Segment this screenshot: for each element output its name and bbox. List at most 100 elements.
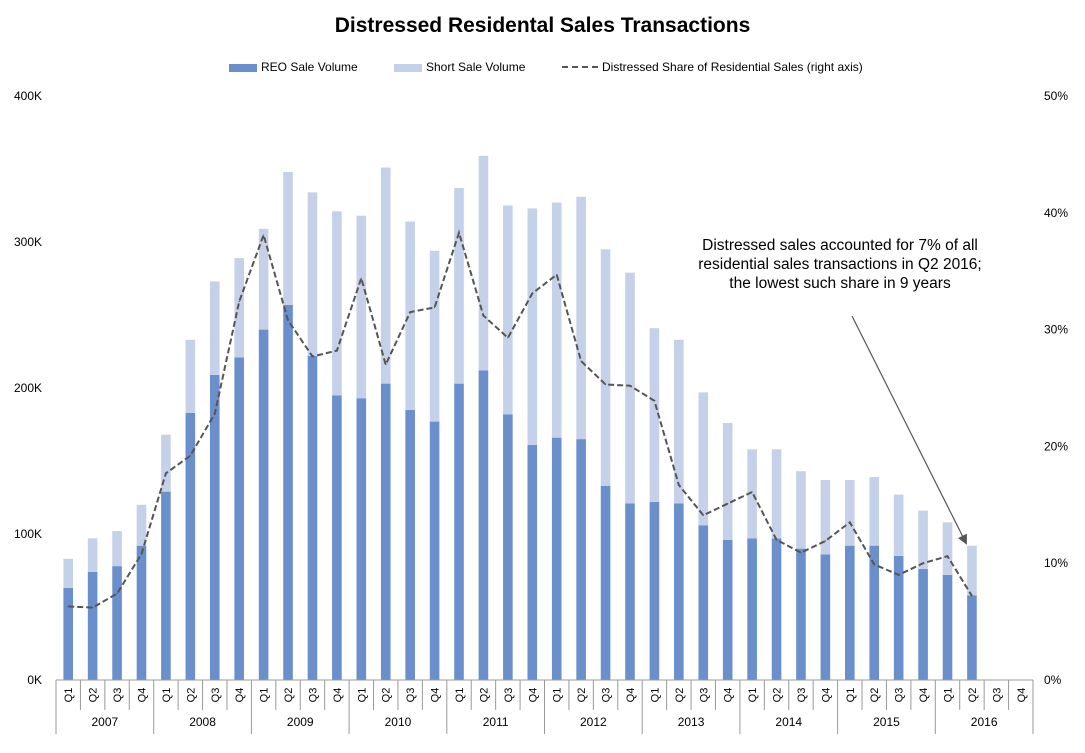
short-sale-bar bbox=[942, 522, 953, 575]
year-label: 2016 bbox=[971, 715, 998, 729]
quarter-label: Q3 bbox=[894, 688, 906, 703]
share-point bbox=[433, 306, 436, 309]
short-sale-bar bbox=[625, 272, 635, 504]
short-sale-bar bbox=[576, 196, 586, 440]
reo-bar bbox=[185, 412, 196, 680]
legend-item-share: Distressed Share of Residential Sales (r… bbox=[562, 58, 863, 76]
reo-bar bbox=[136, 545, 147, 680]
year-label: 2013 bbox=[678, 715, 705, 729]
left-tick-label: 200K bbox=[14, 381, 42, 395]
share-point bbox=[922, 562, 924, 564]
year-label: 2007 bbox=[91, 715, 118, 729]
short-sale-bar bbox=[332, 211, 342, 396]
share-point bbox=[556, 274, 558, 276]
share-point bbox=[873, 563, 875, 565]
share-point bbox=[678, 484, 680, 486]
share-point bbox=[165, 472, 167, 474]
share-point bbox=[409, 311, 411, 313]
reo-bar bbox=[893, 555, 904, 680]
legend-swatch-share bbox=[562, 65, 598, 68]
quarter-label: Q3 bbox=[601, 688, 613, 703]
share-point bbox=[140, 553, 143, 555]
quarter-label: Q3 bbox=[503, 688, 515, 703]
quarter-label: Q1 bbox=[552, 688, 564, 703]
reo-bar bbox=[234, 357, 244, 680]
year-label: 2009 bbox=[287, 715, 314, 729]
short-sale-bar bbox=[503, 205, 513, 415]
quarter-label: Q3 bbox=[405, 688, 417, 703]
short-sale-bar bbox=[478, 155, 489, 371]
share-point bbox=[531, 292, 533, 294]
quarter-label: Q1 bbox=[356, 688, 368, 703]
reo-bar bbox=[405, 409, 415, 680]
reo-bar bbox=[478, 370, 489, 680]
share-point bbox=[800, 552, 802, 554]
quarter-label: Q1 bbox=[454, 688, 466, 703]
quarter-label: Q4 bbox=[918, 688, 930, 703]
reo-bar bbox=[967, 595, 977, 680]
short-sale-bar bbox=[87, 538, 98, 572]
quarter-label: Q3 bbox=[112, 688, 124, 703]
share-point bbox=[604, 383, 607, 386]
year-label: 2011 bbox=[483, 715, 509, 729]
quarter-label: Q4 bbox=[625, 688, 637, 703]
annotation-arrow bbox=[851, 315, 967, 545]
share-point bbox=[287, 319, 289, 321]
quarter-label: Q4 bbox=[332, 688, 344, 703]
reo-bar bbox=[649, 501, 660, 680]
short-sale-bar bbox=[796, 471, 806, 549]
annotation-line: residential sales transactions in Q2 201… bbox=[698, 256, 982, 273]
quarter-label: Q2 bbox=[283, 688, 295, 703]
quarter-label: Q2 bbox=[478, 688, 490, 703]
short-sale-bar bbox=[747, 449, 757, 539]
quarter-label: Q4 bbox=[234, 688, 246, 703]
quarter-label: Q2 bbox=[674, 688, 686, 703]
legend-label-short: Short Sale Volume bbox=[426, 60, 526, 74]
share-point bbox=[458, 232, 460, 234]
short-sale-bar bbox=[112, 531, 122, 567]
short-sale-bar bbox=[454, 187, 464, 384]
quarter-label: Q2 bbox=[772, 688, 784, 703]
left-tick-label: 300K bbox=[14, 235, 42, 249]
short-sale-bar bbox=[820, 479, 831, 555]
share-point bbox=[727, 503, 729, 505]
short-sale-bar bbox=[405, 221, 415, 410]
share-point bbox=[360, 277, 362, 279]
share-point bbox=[116, 592, 118, 595]
legend-swatch-reo bbox=[229, 63, 257, 72]
quarter-label: Q4 bbox=[136, 688, 148, 703]
right-tick-label: 30% bbox=[1044, 323, 1068, 337]
left-tick-label: 0K bbox=[27, 673, 42, 687]
reo-bar bbox=[112, 566, 122, 680]
left-axis: 0K 100K 200K 300K 400K bbox=[14, 89, 42, 687]
reo-bar bbox=[698, 525, 709, 680]
share-point bbox=[263, 234, 265, 236]
quarter-label: Q1 bbox=[649, 688, 661, 703]
reo-bar bbox=[820, 554, 831, 680]
reo-bar bbox=[625, 503, 635, 680]
legend-label-share: Distressed Share of Residential Sales (r… bbox=[602, 60, 863, 74]
reo-bar bbox=[600, 485, 611, 680]
short-sale-bar bbox=[918, 510, 928, 570]
reo-bar bbox=[722, 539, 733, 680]
short-sale-bar bbox=[258, 228, 269, 330]
quarter-label: Q4 bbox=[1016, 688, 1028, 703]
quarter-label: Q1 bbox=[161, 688, 173, 703]
year-label: 2008 bbox=[189, 715, 216, 729]
quarter-label: Q1 bbox=[63, 688, 75, 703]
reo-bar bbox=[845, 545, 855, 680]
short-sale-bar bbox=[234, 258, 244, 358]
reo-bar bbox=[283, 304, 293, 680]
annotation: Distressed sales accounted for 7% of all… bbox=[680, 236, 1000, 293]
share-point bbox=[702, 514, 704, 516]
right-tick-label: 0% bbox=[1044, 673, 1062, 687]
short-sale-bar bbox=[209, 281, 220, 375]
reo-bar bbox=[356, 398, 367, 680]
share-line-series bbox=[67, 229, 973, 609]
short-sale-bar bbox=[893, 494, 904, 556]
right-tick-label: 10% bbox=[1044, 556, 1068, 570]
short-sale-bar bbox=[600, 249, 611, 486]
right-tick-label: 40% bbox=[1044, 206, 1068, 220]
reo-bar bbox=[209, 374, 220, 680]
